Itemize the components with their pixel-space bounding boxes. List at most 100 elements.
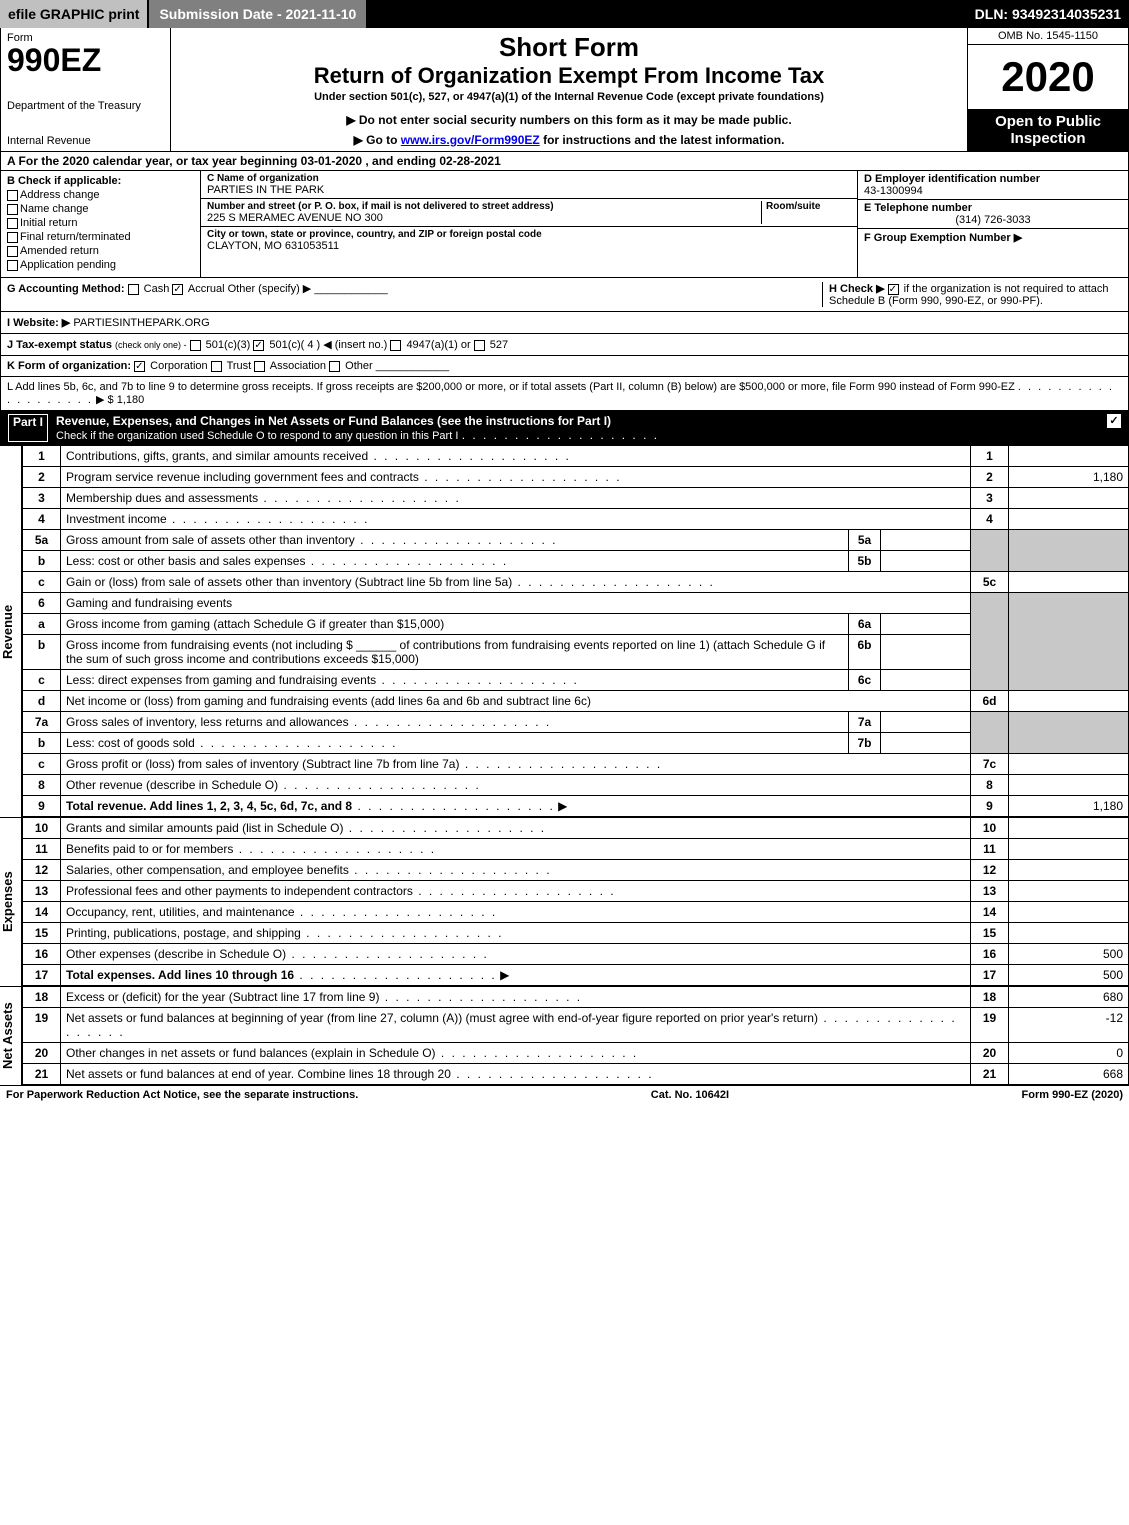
g-other: Other (specify) ▶ (228, 283, 312, 295)
check-corp[interactable] (134, 361, 145, 372)
line-9: 9Total revenue. Add lines 1, 2, 3, 4, 5c… (23, 796, 1129, 817)
dept-irs: Internal Revenue (7, 135, 164, 147)
footer-left: For Paperwork Reduction Act Notice, see … (6, 1089, 358, 1101)
check-final-return[interactable]: Final return/terminated (7, 231, 194, 243)
org-city-row: City or town, state or province, country… (201, 227, 857, 254)
check-other-org[interactable] (329, 361, 340, 372)
short-form-title: Short Form (179, 32, 959, 63)
dept-treasury: Department of the Treasury (7, 100, 164, 112)
info-grid: B Check if applicable: Address change Na… (0, 171, 1129, 278)
revenue-table: 1Contributions, gifts, grants, and simil… (22, 445, 1129, 817)
row-g-h: G Accounting Method: Cash Accrual Other … (0, 278, 1129, 312)
phone-label: E Telephone number (864, 202, 1122, 214)
line-6: 6Gaming and fundraising events (23, 593, 1129, 614)
line-14: 14Occupancy, rent, utilities, and mainte… (23, 902, 1129, 923)
addr-label: Number and street (or P. O. box, if mail… (207, 201, 761, 212)
city-label: City or town, state or province, country… (207, 229, 851, 240)
check-4947[interactable] (390, 340, 401, 351)
box-j: J Tax-exempt status (check only one) - 5… (0, 334, 1129, 356)
part1-check[interactable]: ✓ (1107, 414, 1121, 428)
org-name-value: PARTIES IN THE PARK (207, 184, 851, 196)
line-1: 1Contributions, gifts, grants, and simil… (23, 446, 1129, 467)
box-e: E Telephone number (314) 726-3033 (858, 200, 1128, 229)
open-inspection: Open to Public Inspection (968, 109, 1128, 151)
check-assoc[interactable] (254, 361, 265, 372)
return-title: Return of Organization Exempt From Incom… (179, 63, 959, 89)
room-label: Room/suite (766, 201, 851, 212)
form-id-box: Form 990EZ Department of the Treasury In… (1, 28, 171, 151)
check-h[interactable] (888, 284, 899, 295)
l-value: ▶ $ 1,180 (96, 394, 144, 406)
check-application-pending[interactable]: Application pending (7, 259, 194, 271)
group-exemption-label: F Group Exemption Number ▶ (864, 232, 1022, 244)
l-text: L Add lines 5b, 6c, and 7b to line 9 to … (7, 381, 1015, 393)
tax-year: 2020 (968, 45, 1128, 109)
right-col: D Employer identification number 43-1300… (858, 171, 1128, 277)
check-name-change[interactable]: Name change (7, 203, 194, 215)
footer-right: Form 990-EZ (2020) (1022, 1089, 1123, 1101)
org-name-row: C Name of organization PARTIES IN THE PA… (201, 171, 857, 199)
netassets-side-label: Net Assets (0, 986, 22, 1085)
revenue-side-label: Revenue (0, 445, 22, 817)
efile-print[interactable]: efile GRAPHIC print (0, 0, 149, 28)
box-b-title: B Check if applicable: (7, 175, 194, 187)
box-i: I Website: ▶ PARTIESINTHEPARK.ORG (0, 312, 1129, 334)
check-address-change[interactable]: Address change (7, 189, 194, 201)
top-bar: efile GRAPHIC print Submission Date - 20… (0, 0, 1129, 28)
h-pre: H Check ▶ (829, 283, 885, 295)
netassets-section: Net Assets 18Excess or (deficit) for the… (0, 986, 1129, 1085)
tax-period: A For the 2020 calendar year, or tax yea… (0, 152, 1129, 171)
ein-value: 43-1300994 (864, 185, 1122, 197)
check-cash[interactable] (128, 284, 139, 295)
check-527[interactable] (474, 340, 485, 351)
line-20: 20Other changes in net assets or fund ba… (23, 1043, 1129, 1064)
line-6c: cLess: direct expenses from gaming and f… (23, 670, 1129, 691)
line-7c: cGross profit or (loss) from sales of in… (23, 754, 1129, 775)
line-19: 19Net assets or fund balances at beginni… (23, 1008, 1129, 1043)
line-6b: bGross income from fundraising events (n… (23, 635, 1129, 670)
j-note: (check only one) - (115, 340, 187, 350)
check-trust[interactable] (211, 361, 222, 372)
box-b: B Check if applicable: Address change Na… (1, 171, 201, 277)
check-amended-return[interactable]: Amended return (7, 245, 194, 257)
revenue-section: Revenue 1Contributions, gifts, grants, a… (0, 445, 1129, 817)
line-6d: dNet income or (loss) from gaming and fu… (23, 691, 1129, 712)
line-5c: cGain or (loss) from sale of assets othe… (23, 572, 1129, 593)
box-h: H Check ▶ if the organization is not req… (822, 282, 1122, 307)
line-3: 3Membership dues and assessments3 (23, 488, 1129, 509)
part1-title: Revenue, Expenses, and Changes in Net As… (56, 414, 1107, 442)
check-501c[interactable] (253, 340, 264, 351)
check-accrual[interactable] (172, 284, 183, 295)
line-16: 16Other expenses (describe in Schedule O… (23, 944, 1129, 965)
line-5a: 5aGross amount from sale of assets other… (23, 530, 1129, 551)
irs-link[interactable]: www.irs.gov/Form990EZ (401, 133, 540, 147)
k-label: K Form of organization: (7, 360, 131, 372)
goto-pre: ▶ Go to (354, 133, 401, 147)
year-box: OMB No. 1545-1150 2020 Open to Public In… (968, 28, 1128, 151)
page-footer: For Paperwork Reduction Act Notice, see … (0, 1085, 1129, 1104)
line-18: 18Excess or (deficit) for the year (Subt… (23, 987, 1129, 1008)
expenses-side-label: Expenses (0, 817, 22, 986)
line-11: 11Benefits paid to or for members11 (23, 839, 1129, 860)
form-number: 990EZ (7, 44, 164, 76)
part1-num: Part I (8, 414, 48, 442)
line-4: 4Investment income4 (23, 509, 1129, 530)
g-label: G Accounting Method: (7, 283, 125, 295)
footer-center: Cat. No. 10642I (358, 1089, 1021, 1101)
under-section: Under section 501(c), 527, or 4947(a)(1)… (179, 91, 959, 103)
line-13: 13Professional fees and other payments t… (23, 881, 1129, 902)
part1-header: Part I Revenue, Expenses, and Changes in… (0, 411, 1129, 445)
website-label: I Website: ▶ (7, 317, 70, 329)
ein-label: D Employer identification number (864, 173, 1122, 185)
check-initial-return[interactable]: Initial return (7, 217, 194, 229)
box-f: F Group Exemption Number ▶ (858, 229, 1128, 277)
expenses-section: Expenses 10Grants and similar amounts pa… (0, 817, 1129, 986)
ssn-warning: ▶ Do not enter social security numbers o… (179, 113, 959, 127)
line-8: 8Other revenue (describe in Schedule O)8 (23, 775, 1129, 796)
box-c: C Name of organization PARTIES IN THE PA… (201, 171, 858, 277)
line-7b: bLess: cost of goods sold7b (23, 733, 1129, 754)
city-value: CLAYTON, MO 631053511 (207, 240, 851, 252)
line-5b: bLess: cost or other basis and sales exp… (23, 551, 1129, 572)
org-name-label: C Name of organization (207, 173, 851, 184)
check-501c3[interactable] (190, 340, 201, 351)
